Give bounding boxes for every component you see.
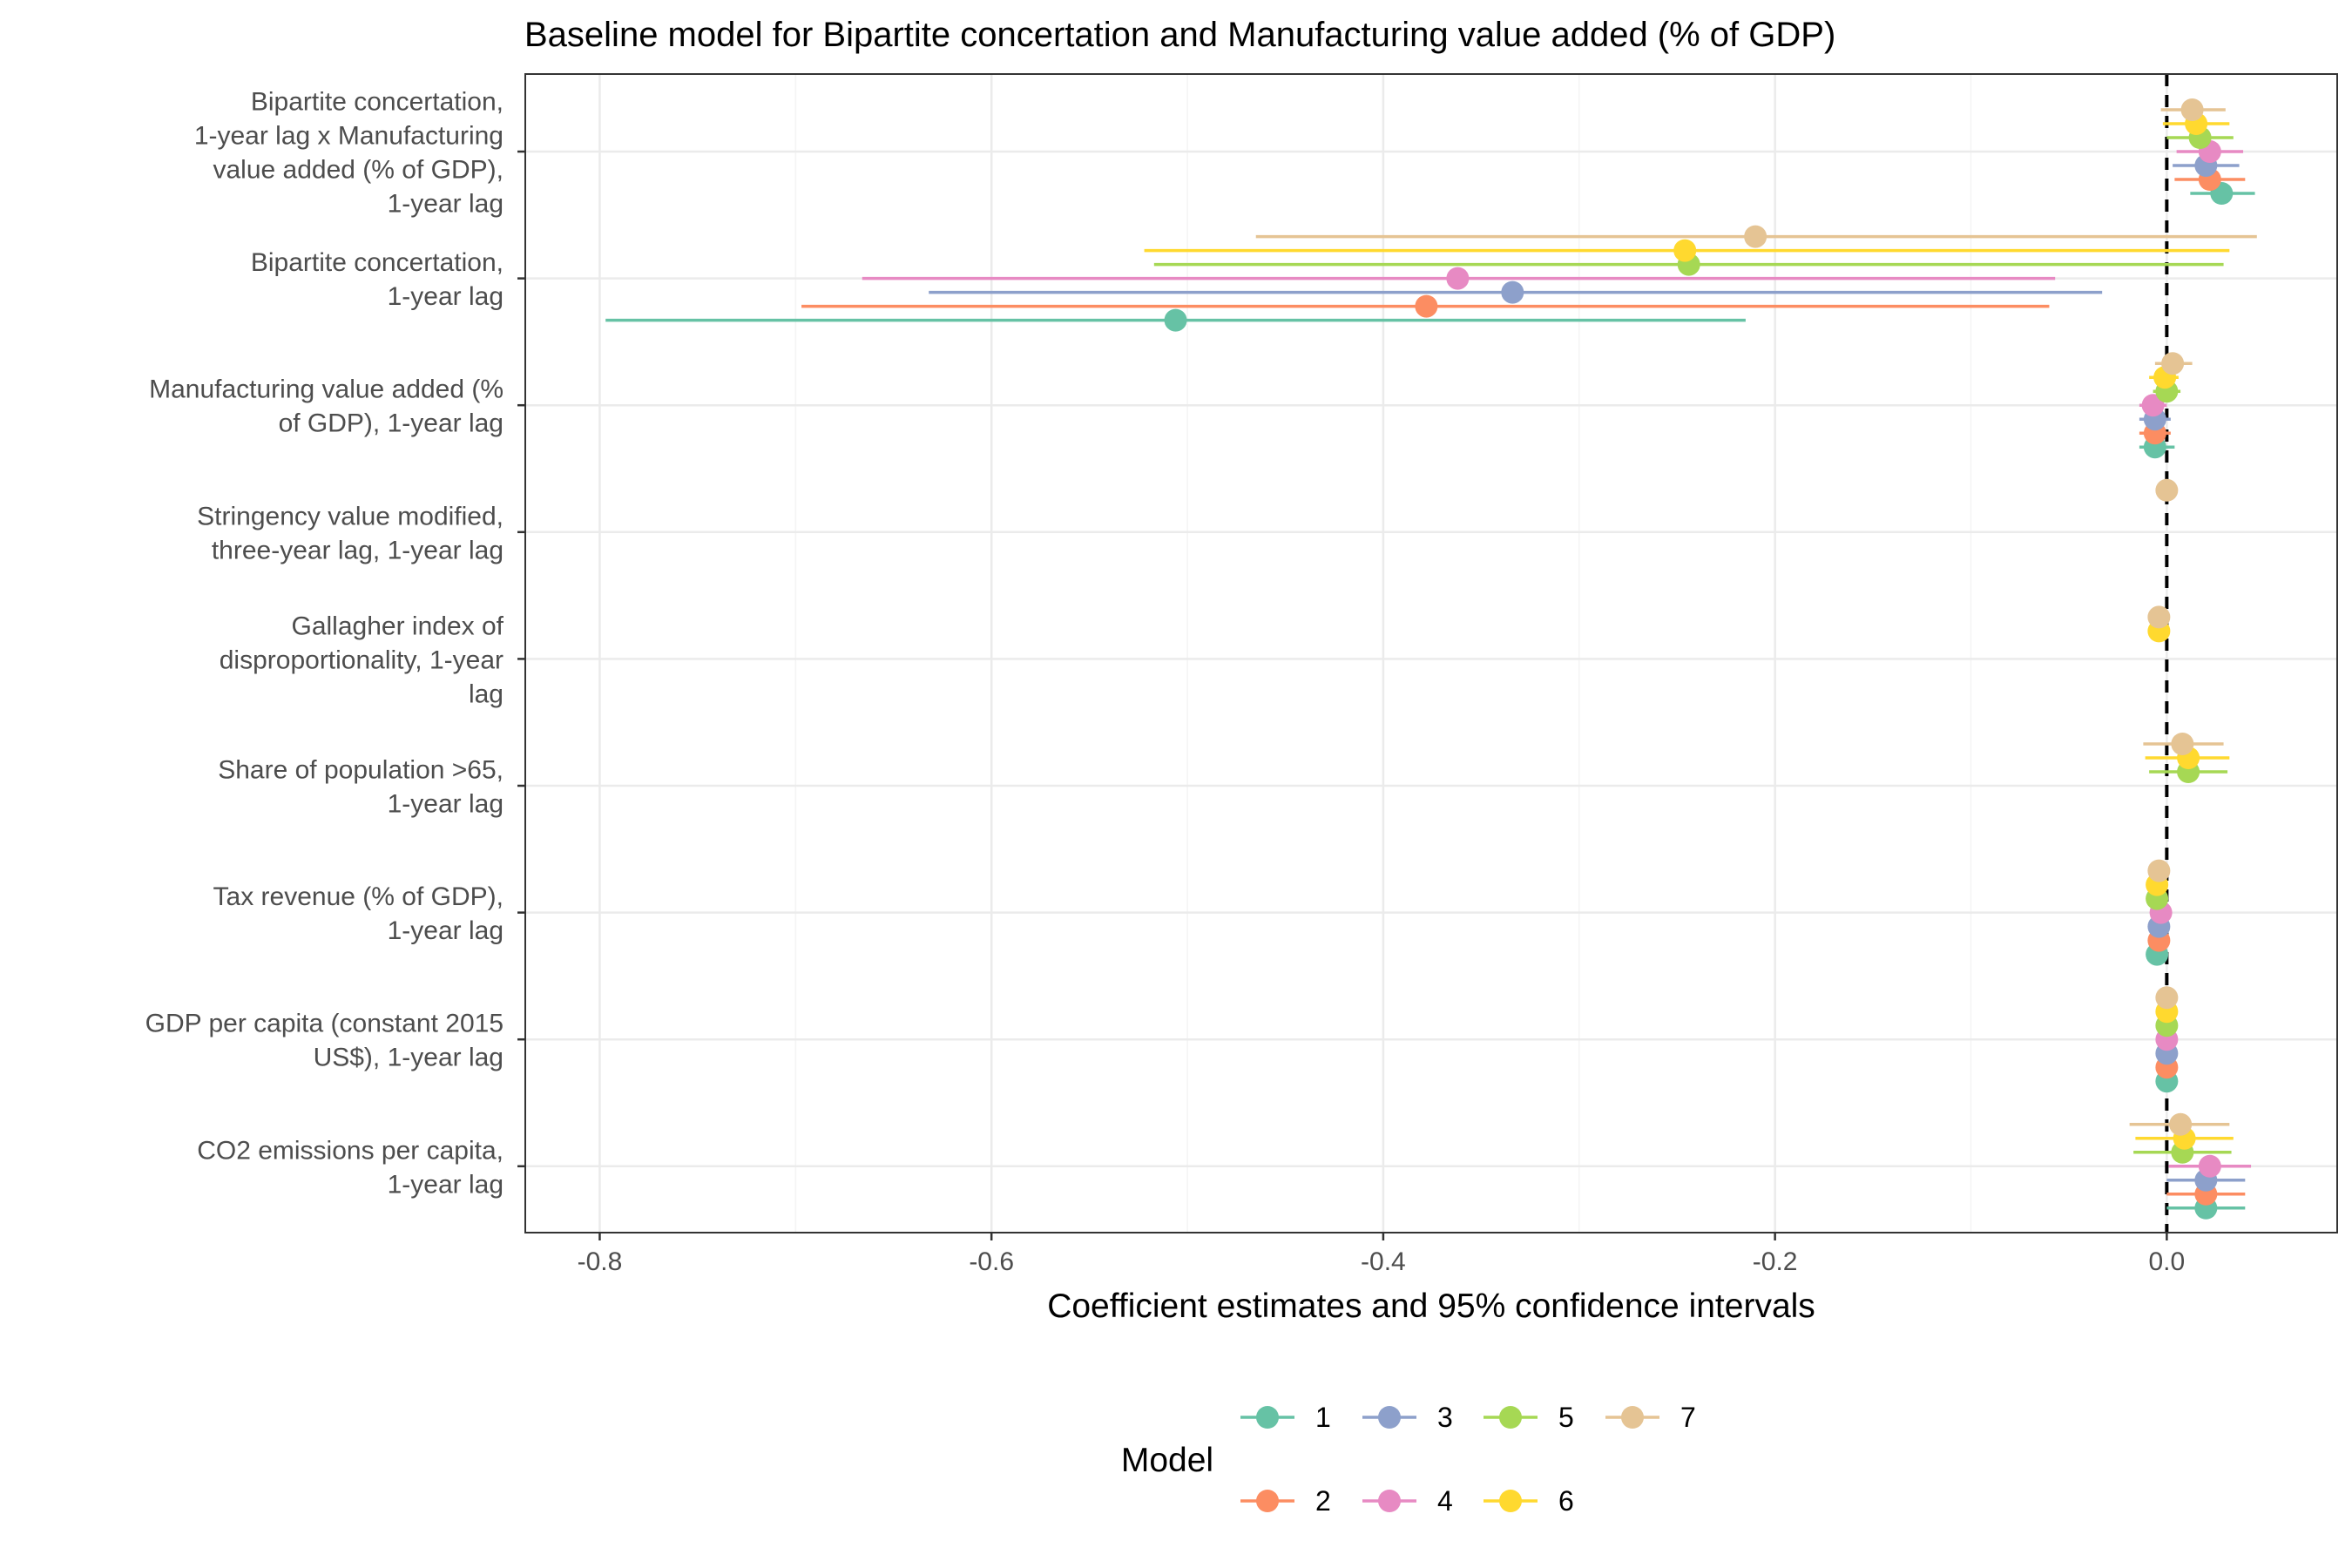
- legend-item-2: 2: [1240, 1485, 1331, 1517]
- legend-label: 4: [1437, 1485, 1453, 1517]
- estimate-point: [2180, 98, 2204, 121]
- estimate-point: [1744, 225, 1767, 248]
- estimate-point: [2155, 986, 2179, 1010]
- y-axis-label: three-year lag, 1-year lag: [212, 536, 504, 564]
- x-axis-title: Coefficient estimates and 95% confidence…: [1047, 1288, 1815, 1325]
- legend-key-point: [1499, 1406, 1522, 1429]
- y-axis-label: of GDP), 1-year lag: [279, 409, 504, 438]
- grid-lines: [525, 74, 2337, 1233]
- y-axis-label: 1-year lag: [388, 916, 504, 945]
- estimate-point: [1164, 308, 1187, 332]
- y-axis-label: Stringency value modified,: [197, 502, 504, 531]
- chart-title: Baseline model for Bipartite concertatio…: [524, 16, 1835, 54]
- legend-key-point: [1256, 1490, 1279, 1512]
- legend-item-1: 1: [1240, 1402, 1331, 1433]
- legend-key-point: [1378, 1406, 1401, 1429]
- legend-label: 1: [1315, 1402, 1331, 1433]
- estimate-point: [1501, 280, 1524, 304]
- y-axis-label: CO2 emissions per capita,: [197, 1136, 504, 1165]
- y-axis-label: 1-year lag: [388, 282, 504, 311]
- y-axis-label: GDP per capita (constant 2015: [145, 1010, 504, 1038]
- y-axis-label: disproportionality, 1-year: [220, 645, 504, 674]
- estimate-point: [2198, 1154, 2221, 1178]
- legend-key-point: [1256, 1406, 1279, 1429]
- legend-label: 7: [1680, 1402, 1696, 1433]
- y-axis-label: Bipartite concertation,: [251, 88, 504, 117]
- estimate-point: [2171, 733, 2194, 755]
- estimate-point: [2147, 605, 2171, 629]
- estimate-point: [2169, 1112, 2193, 1136]
- legend-title: Model: [1121, 1442, 1213, 1479]
- legend-key-point: [1499, 1490, 1522, 1512]
- y-axis-label: 1-year lag: [388, 190, 504, 219]
- y-axis-label: Share of population >65,: [218, 756, 504, 785]
- series-layer: [605, 98, 2257, 1220]
- legend-label: 2: [1315, 1485, 1331, 1517]
- x-tick-label: -0.2: [1753, 1247, 1798, 1276]
- y-axis-label: US$), 1-year lag: [314, 1044, 504, 1072]
- legend-item-4: 4: [1362, 1485, 1453, 1517]
- legend-item-6: 6: [1484, 1485, 1574, 1517]
- plot-panel-border: [524, 73, 2338, 1233]
- y-axis-label: Tax revenue (% of GDP),: [213, 882, 504, 911]
- legend-item-5: 5: [1484, 1402, 1574, 1433]
- x-tick-label: 0.0: [2149, 1247, 2186, 1276]
- y-axis-label: 1-year lag: [388, 1170, 504, 1199]
- estimate-point: [1415, 294, 1438, 318]
- estimate-point: [1673, 239, 1697, 262]
- estimate-point: [2155, 478, 2179, 502]
- estimate-point: [2147, 859, 2171, 882]
- y-axis-label: lag: [469, 679, 504, 708]
- legend-label: 6: [1558, 1485, 1574, 1517]
- y-axis-label: 1-year lag: [388, 790, 504, 819]
- x-tick-label: -0.4: [1361, 1247, 1406, 1276]
- x-tick-label: -0.8: [578, 1247, 623, 1276]
- y-axis-label: Manufacturing value added (%: [149, 375, 504, 404]
- y-axis-label: Bipartite concertation,: [251, 248, 504, 277]
- y-axis-label: value added (% of GDP),: [213, 156, 504, 185]
- estimate-point: [2161, 352, 2185, 375]
- y-axis-label: Gallagher index of: [292, 612, 504, 640]
- plot-panel: [525, 74, 2337, 1233]
- legend-item-3: 3: [1362, 1402, 1453, 1433]
- x-axis-ticks: -0.8 -0.6 -0.4 -0.2 0.0: [578, 1233, 2186, 1276]
- y-axis-labels: Bipartite concertation, 1-year lag x Manu…: [145, 88, 525, 1199]
- estimate-point: [2141, 394, 2165, 417]
- legend-label: 3: [1437, 1402, 1453, 1433]
- legend-item-7: 7: [1605, 1402, 1696, 1433]
- legend-key-point: [1378, 1490, 1401, 1512]
- legend-key-point: [1621, 1406, 1644, 1429]
- y-axis-label: 1-year lag x Manufacturing: [194, 122, 504, 151]
- x-tick-label: -0.6: [969, 1247, 1014, 1276]
- legend: 1 2 3 4 5 6 7: [1240, 1402, 1696, 1517]
- estimate-point: [1446, 267, 1470, 290]
- series-7-points: [1744, 98, 2204, 1136]
- legend-label: 5: [1558, 1402, 1574, 1433]
